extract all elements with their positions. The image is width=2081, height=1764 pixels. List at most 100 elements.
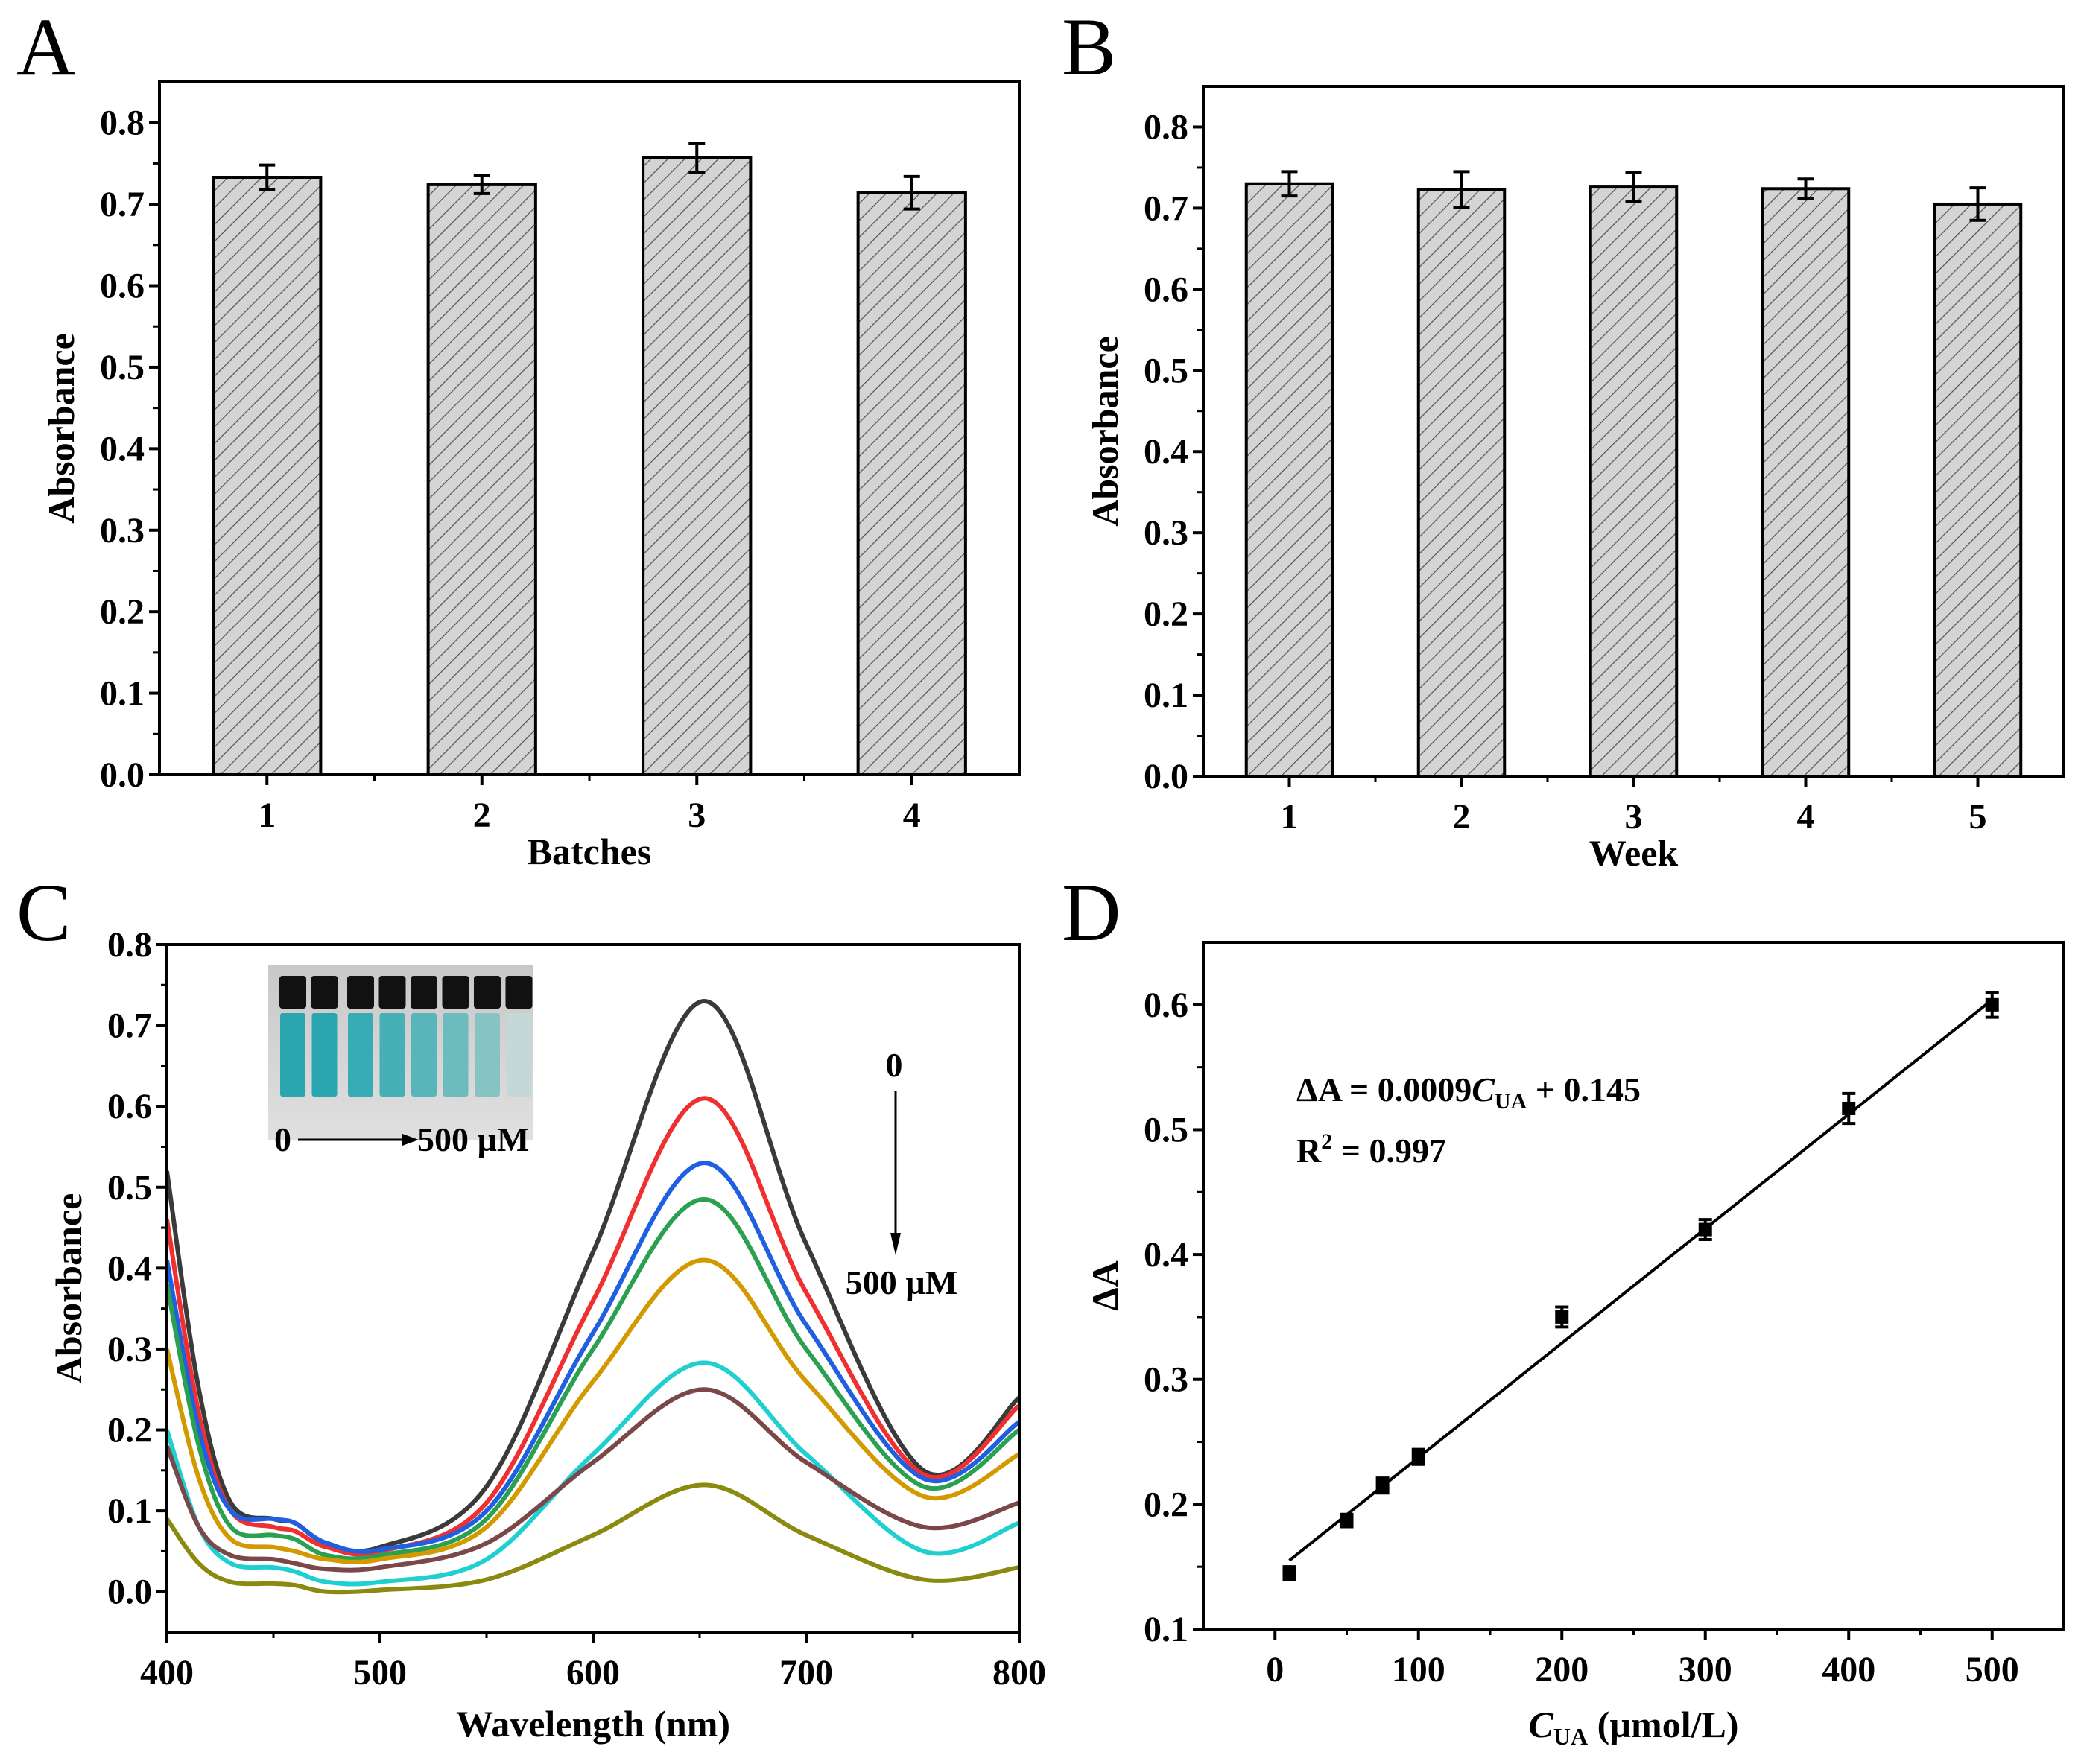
- panel-label-D: D: [1062, 867, 1121, 958]
- vial-liquid: [311, 1013, 338, 1097]
- x-tick-label: 200: [1535, 1650, 1589, 1690]
- inset-photo: [268, 965, 533, 1140]
- x-tick-label: 2: [1453, 797, 1471, 837]
- x-tick-label: 4: [1797, 797, 1815, 837]
- x-tick-label: 300: [1679, 1650, 1732, 1690]
- spectrum-line-0: [167, 999, 1019, 1554]
- y-axis-label: Absorbance: [1084, 336, 1126, 527]
- spectrum-line-6: [167, 1387, 1019, 1573]
- y-tick-label: 0.2: [1144, 594, 1188, 634]
- x-tick-label: 700: [779, 1653, 833, 1692]
- y-tick-label: 0.1: [100, 674, 145, 714]
- spectrum-line-3: [167, 1197, 1019, 1561]
- bar: [642, 156, 753, 777]
- x-tick-label: 400: [1822, 1650, 1875, 1690]
- eq-prefix: ΔA = 0.0009: [1296, 1070, 1472, 1108]
- x-axis-label: Week: [1589, 832, 1679, 874]
- panel-label-A: A: [16, 1, 75, 92]
- inset-end-label: 500 µM: [417, 1120, 529, 1158]
- fit-line: [1288, 998, 1993, 1562]
- x-axis-label: Batches: [528, 831, 652, 872]
- x-tick-label: 1: [1281, 797, 1299, 837]
- vial-liquid: [280, 1013, 305, 1097]
- x-tick-label: 4: [903, 796, 921, 835]
- y-tick-label: 0.2: [107, 1411, 152, 1450]
- x-tick-label: 400: [140, 1653, 194, 1692]
- r2-prefix: R: [1296, 1132, 1322, 1170]
- y-tick-label: 0.4: [100, 429, 145, 469]
- bar: [212, 176, 323, 776]
- y-tick-label: 0.5: [107, 1168, 152, 1208]
- vial-cap: [411, 976, 437, 1009]
- x-axis-label: Wavelength (nm): [456, 1703, 730, 1745]
- vial-liquid: [411, 1013, 437, 1097]
- y-tick-label: 0.6: [100, 267, 145, 306]
- y-tick-label: 0.4: [107, 1249, 152, 1288]
- x-tick-label: 3: [1625, 797, 1643, 837]
- bar: [426, 183, 537, 776]
- panel-C: C 0.0 0.1 0.2 0.3 0.4 0.5 0.6 0.7 0.8 400 500 600 700…: [16, 867, 1046, 1745]
- xlabel-var: C: [1529, 1704, 1554, 1745]
- plot-frame: [1202, 85, 2065, 778]
- fit-equation: ΔA = 0.0009CUA + 0.145: [1296, 1070, 1641, 1114]
- spectrum-line-2: [167, 1161, 1019, 1554]
- x-tick-label: 5: [1969, 797, 1987, 837]
- plot-frame: [1202, 941, 2065, 1631]
- y-tick-label: 0.0: [1144, 757, 1188, 796]
- concentration-arrow-head: [890, 1233, 901, 1255]
- y-tick-label: 0.3: [1144, 1360, 1188, 1400]
- y-tick-label: 0.2: [1144, 1485, 1188, 1524]
- spectrum-line-7: [167, 1482, 1019, 1595]
- xlabel-sub: UA: [1553, 1723, 1588, 1750]
- x-tick-label: 1: [258, 796, 276, 835]
- eq-suffix: + 0.145: [1527, 1070, 1641, 1108]
- arrow-bottom-label: 500 µM: [846, 1263, 957, 1301]
- y-tick-label: 0.8: [1144, 107, 1188, 147]
- y-tick-label: 0.4: [1144, 432, 1188, 472]
- y-tick-label: 0.5: [1144, 351, 1188, 390]
- vial-liquid: [348, 1013, 373, 1097]
- panel-A: A 0.0 0.1 0.2 0.3 0.4 0.5 0.6 0.7 0.8 1 2 3 4 Batches A…: [16, 1, 1021, 872]
- y-tick-label: 0.8: [107, 925, 152, 965]
- eq-sub: UA: [1495, 1089, 1527, 1114]
- r2-suffix: = 0.997: [1332, 1132, 1446, 1170]
- x-tick-label: 100: [1392, 1650, 1445, 1690]
- vial-liquid: [443, 1013, 469, 1097]
- inset-arrow-head: [402, 1134, 419, 1146]
- inset-start-label: 0: [274, 1120, 291, 1158]
- x-tick-label: 3: [688, 796, 706, 835]
- y-tick-label: 0.5: [1144, 1110, 1188, 1149]
- y-tick-label: 0.4: [1144, 1235, 1188, 1275]
- y-axis-label: Absorbance: [40, 333, 82, 524]
- y-tick-label: 0.2: [100, 592, 145, 632]
- y-tick-label: 0.1: [1144, 676, 1188, 715]
- y-tick-label: 0.6: [1144, 986, 1188, 1025]
- x-axis-label: CUA (µmol/L): [1529, 1704, 1739, 1750]
- bar: [856, 191, 967, 776]
- vial-cap: [442, 976, 469, 1009]
- panel-B: B 0.0 0.1 0.2 0.3 0.4 0.5 0.6 0.7 0.8 1 2 3 4 5 Week Abs…: [1062, 1, 2065, 874]
- x-tick-label: 500: [1966, 1650, 2019, 1690]
- panel-D: D 0.1 0.2 0.3 0.4 0.5 0.6 0 100 200 300 400 500 ΔA ΔA …: [1062, 867, 2065, 1750]
- vial-cap: [474, 976, 501, 1009]
- y-tick-label: 0.3: [100, 511, 145, 551]
- vial-liquid: [475, 1013, 500, 1097]
- data-point: [1985, 997, 1999, 1012]
- vial-cap: [505, 976, 533, 1009]
- data-point: [1282, 1566, 1296, 1580]
- x-tick-label: 800: [992, 1653, 1046, 1692]
- y-tick-label: 0.7: [100, 185, 145, 224]
- vial-cap: [311, 976, 338, 1009]
- r-squared: R2 = 0.997: [1296, 1129, 1446, 1170]
- xlabel-unit: (µmol/L): [1588, 1704, 1738, 1745]
- bar: [1761, 187, 1851, 778]
- spectrum-line-1: [167, 1096, 1019, 1557]
- plot-frame: [158, 80, 1021, 776]
- bar: [1589, 185, 1679, 778]
- vial-liquid: [506, 1013, 532, 1097]
- data-point: [1698, 1222, 1712, 1237]
- data-point: [1375, 1479, 1390, 1493]
- y-tick-label: 0.3: [1144, 513, 1188, 553]
- y-tick-label: 0.3: [107, 1330, 152, 1369]
- vial-liquid: [379, 1013, 405, 1097]
